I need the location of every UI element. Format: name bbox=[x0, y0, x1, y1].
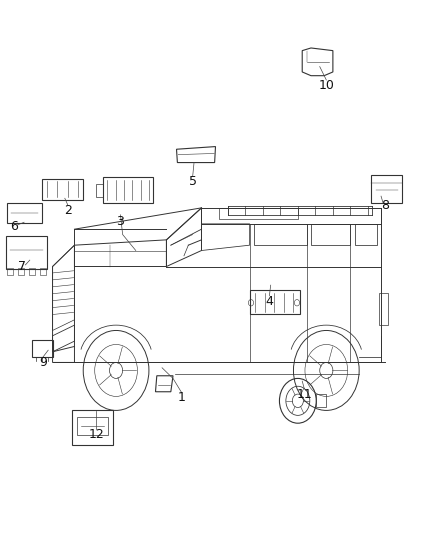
Text: 4: 4 bbox=[265, 295, 273, 308]
Text: 8: 8 bbox=[381, 199, 389, 212]
Bar bbox=[18, 268, 24, 275]
Text: 6: 6 bbox=[10, 220, 18, 233]
Text: 5: 5 bbox=[189, 175, 197, 188]
Text: 12: 12 bbox=[88, 428, 104, 441]
Bar bbox=[42, 179, 83, 200]
Bar bbox=[29, 268, 35, 275]
Bar bbox=[77, 417, 108, 435]
Bar bbox=[72, 410, 113, 445]
Bar bbox=[96, 184, 103, 197]
Text: 9: 9 bbox=[39, 356, 47, 369]
Bar bbox=[379, 293, 388, 325]
Text: 2: 2 bbox=[64, 204, 72, 217]
Text: 7: 7 bbox=[18, 260, 26, 273]
Text: 3: 3 bbox=[117, 215, 124, 228]
Bar bbox=[40, 268, 46, 275]
Text: 10: 10 bbox=[318, 79, 334, 92]
Bar bbox=[371, 175, 402, 203]
Bar bbox=[32, 340, 53, 357]
Bar bbox=[7, 268, 13, 275]
Text: 11: 11 bbox=[297, 388, 312, 401]
Bar bbox=[7, 203, 42, 223]
Bar bbox=[316, 394, 326, 407]
Text: 1: 1 bbox=[178, 391, 186, 403]
Bar bbox=[6, 236, 47, 269]
Bar bbox=[103, 177, 153, 203]
